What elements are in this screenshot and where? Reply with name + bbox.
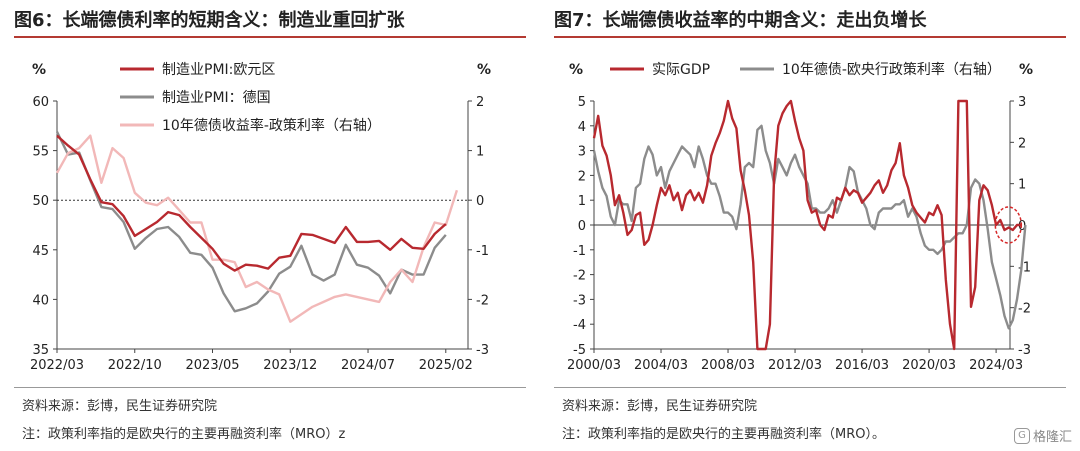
series-line-2 [55,134,459,323]
right-tick-label: -1 [476,244,489,259]
series-line-0 [592,99,1022,351]
legend-label-1: 制造业PMI：德国 [162,90,271,106]
left-tick-label: 1 [578,194,586,209]
figure-7-panel: 图7：长端德债收益率的中期含义：走出负增长 %% -5 -4 -3 -2 -1 0 1 2 3 4 5… [540,0,1080,451]
left-tick-label: 40 [32,293,49,308]
right-tick-label: 1 [476,145,484,160]
series-line-1 [592,124,1027,330]
left-tick-label: -3 [573,293,586,308]
watermark: G 格隆汇 [1013,426,1072,445]
series-line-0 [56,134,447,272]
right-tick-label: 3 [1018,95,1026,110]
left-tick-label: 0 [578,219,586,234]
legend-label-0: 制造业PMI:欧元区 [162,62,275,78]
right-tick-label: -3 [476,343,489,358]
figure-6-divider [14,387,526,388]
figure-6-panel: 图6：长端德债利率的短期含义：制造业重回扩张 %% 35 40 45 50 55 60 -3 -… [14,6,526,442]
x-tick-label: 2008/03 [701,358,755,373]
x-tick-label: 2000/03 [567,358,621,373]
x-tick-label: 2024/07 [341,358,395,373]
figure-6-title: 图6：长端德债利率的短期含义：制造业重回扩张 [14,6,526,38]
right-unit-label: % [477,62,491,78]
left-tick-label: -1 [573,244,586,259]
x-tick-label: 2023/05 [186,358,240,373]
left-tick-label: 35 [32,343,49,358]
right-tick-label: 0 [1018,219,1026,234]
figure-7-note: 注：政策利率指的是欧央行的主要再融资利率（MRO）。 [562,427,885,442]
right-tick-label: 2 [476,95,484,110]
left-tick-label: -2 [573,269,586,284]
x-tick-label: 2022/10 [108,358,162,373]
x-tick-label: 2016/03 [835,358,889,373]
left-tick-label: 5 [578,95,586,110]
left-tick-label: 60 [32,95,49,110]
legend-label-1: 10年德债-欧央行政策利率（右轴） [782,61,1001,78]
right-tick-label: 2 [1018,136,1026,151]
left-tick-label: 2 [578,169,586,184]
right-tick-label: -2 [476,293,489,308]
left-tick-label: -4 [573,318,586,333]
x-tick-label: 2024/03 [969,358,1023,373]
legend-label-2: 10年德债收益率-政策利率（右轴） [162,117,381,134]
highlight-ellipse [994,206,1023,244]
figure-6-chart: % % 35 40 45 50 55 60 -3 -2 -1 0 1 2 2022/03 2022/10 202… [30,62,491,373]
watermark-text: 格隆汇 [1032,430,1072,445]
figure-7-divider [554,387,1066,388]
left-unit-label: % [569,62,583,78]
left-tick-label: 3 [578,145,586,160]
left-tick-label: -5 [573,343,586,358]
x-tick-label: 2004/03 [634,358,688,373]
left-tick-label: 50 [32,194,49,209]
right-tick-label: 1 [1018,178,1026,193]
legend-label-0: 实际GDP [652,62,710,78]
x-tick-label: 2022/03 [30,358,84,373]
series-line-1 [55,131,447,313]
watermark-logo-icon: G [1013,427,1030,444]
right-tick-label: -3 [1018,343,1031,358]
x-tick-label: 2023/12 [263,358,317,373]
left-tick-label: 45 [32,244,49,259]
figure-7-title: 图7：长端德债收益率的中期含义：走出负增长 [554,6,1066,38]
left-unit-label: % [32,62,46,78]
right-tick-label: 0 [476,194,484,209]
figure-6-source: 资料来源：彭博，民生证券研究院 [22,399,218,414]
x-tick-label: 2012/03 [768,358,822,373]
right-tick-label: -2 [1018,302,1031,317]
left-tick-label: 55 [32,145,49,160]
x-tick-label: 2020/03 [902,358,956,373]
figure-6-note: 注：政策利率指的是欧央行的主要再融资利率（MRO）z [22,427,346,442]
figure-7-source: 资料来源：彭博，民生证券研究院 [562,399,758,414]
left-tick-label: 4 [578,120,586,135]
x-tick-label: 2025/02 [419,358,473,373]
right-unit-label: % [1019,62,1033,78]
